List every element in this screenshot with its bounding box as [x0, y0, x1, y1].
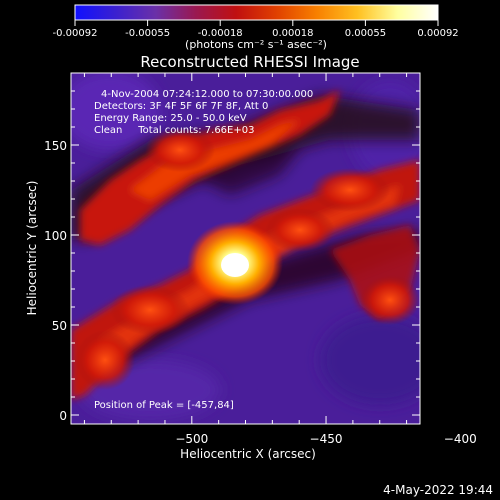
- y-tick-label: 150: [44, 139, 67, 153]
- footer-timestamp: 4-May-2022 19:44: [383, 483, 493, 497]
- rhessi-image: [71, 73, 420, 424]
- peak-position-label: Position of Peak = [-457,84]: [94, 400, 234, 411]
- colorbar-ticks: -0.00092 -0.00055 -0.00018 0.00018 0.00055 0.…: [53, 20, 459, 39]
- colorbar-tick-label: 0.00092: [417, 28, 458, 39]
- x-tick-label: −400: [444, 432, 477, 446]
- info-line-energy: Energy Range: 25.0 - 50.0 keV: [94, 113, 247, 124]
- observation-info: 4-Nov-2004 07:24:12.000 to 07:30:00.000 …: [94, 89, 313, 136]
- y-axis-label: Heliocentric Y (arcsec): [25, 181, 39, 316]
- y-tick-label: 100: [44, 229, 67, 243]
- colorbar-tick-label: -0.00055: [125, 28, 170, 39]
- colorbar: [74, 4, 439, 21]
- plot-frame: −500 −450 −400 0 50 100 150: [44, 72, 477, 446]
- info-line-counts: Clean Total counts: 7.66E+03: [94, 125, 254, 136]
- info-line-time: 4-Nov-2004 07:24:12.000 to 07:30:00.000: [101, 89, 313, 100]
- y-tick-label: 50: [52, 319, 67, 333]
- colorbar-units-label: (photons cm⁻² s⁻¹ asec⁻²): [185, 38, 327, 51]
- colorbar-tick-label: -0.00092: [53, 28, 98, 39]
- colorbar-tick-label: 0.00055: [345, 28, 386, 39]
- plot-title: Reconstructed RHESSI Image: [140, 53, 359, 71]
- y-tick-label: 0: [59, 409, 67, 423]
- x-tick-label: −450: [310, 432, 343, 446]
- colorbar-tick-label: 0.00018: [272, 28, 313, 39]
- info-line-detectors: Detectors: 3F 4F 5F 6F 7F 8F, Att 0: [94, 101, 268, 112]
- colorbar-tick-label: -0.00018: [198, 28, 243, 39]
- x-axis-label: Heliocentric X (arcsec): [180, 447, 316, 461]
- x-tick-label: −500: [175, 432, 208, 446]
